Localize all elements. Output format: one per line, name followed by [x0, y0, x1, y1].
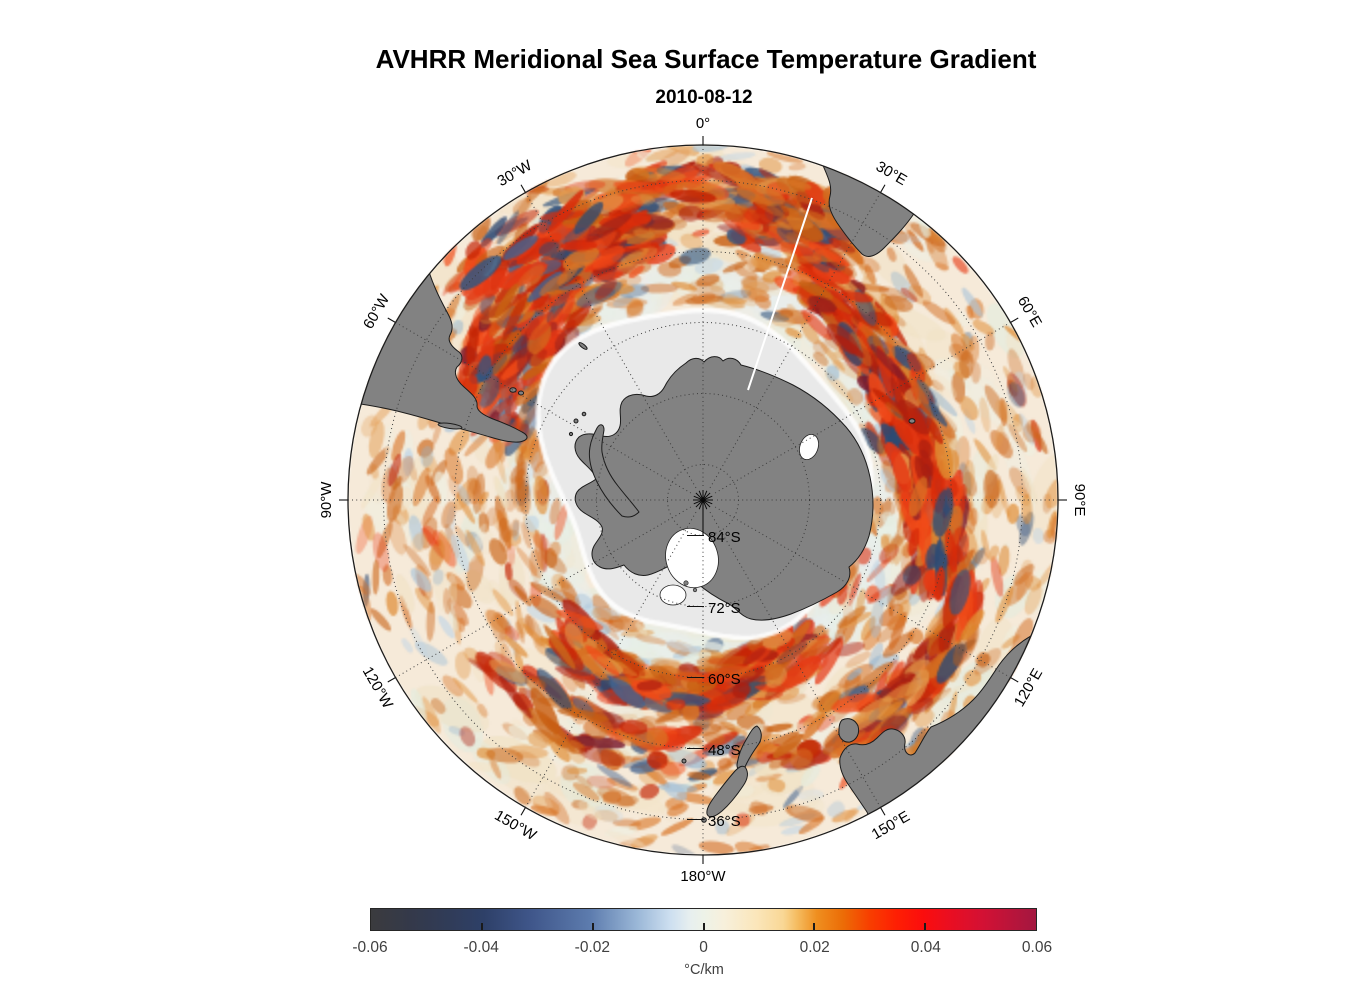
- graticule-line: [395, 506, 692, 678]
- parallel-circle: [383, 180, 1023, 820]
- ross-sea-white-patch: [659, 584, 687, 606]
- latitude-labels: 84°S 72°S 60°S 48°S 36°S: [708, 529, 741, 830]
- ross-sea-islets: [683, 580, 698, 593]
- tierra-del-fuego-islets: [437, 422, 463, 430]
- colorbar-tick: [813, 923, 816, 930]
- subantarctic-islet: [681, 758, 687, 764]
- data-gap-seam: [747, 197, 813, 391]
- meridian-label-150e: 150°E: [869, 808, 913, 843]
- graticule-line: [520, 807, 526, 816]
- meridian-label-120w: 120°W: [359, 664, 397, 712]
- ross-sea-white-patch: [665, 527, 719, 589]
- graticule-line: [1010, 677, 1019, 683]
- kerguelen-island: [908, 418, 916, 424]
- graticule-line: [1010, 317, 1019, 323]
- meridian-label-60e: 60°E: [1014, 293, 1045, 330]
- meridian-label-30e: 30°E: [873, 158, 910, 189]
- ross-islet: [683, 580, 689, 586]
- landmasses: [348, 145, 1058, 846]
- meridian-label-120e: 120°E: [1011, 666, 1046, 710]
- meridian-label-180w: 180°W: [680, 868, 726, 885]
- colorbar-tick: [702, 923, 705, 930]
- new-zealand-south-island: [706, 765, 748, 818]
- map-boundary-circle: [347, 144, 1059, 856]
- latitude-label-60s: 60°S: [708, 671, 741, 688]
- peninsula-islet: [568, 431, 574, 437]
- axis-ticks: [339, 136, 1067, 864]
- graticule-line: [387, 317, 396, 323]
- colorbar-tick-label: 0.02: [799, 939, 830, 956]
- africa-landmass: [819, 145, 951, 257]
- parallel-circle: [525, 322, 881, 678]
- colorbar-unit-label: °C/km: [684, 962, 724, 978]
- peninsula-islet: [581, 411, 587, 417]
- ice-shelf-patches: [659, 434, 819, 606]
- colorbar-tick-label: -0.04: [463, 939, 499, 956]
- colorbar-tick-label: 0.06: [1021, 939, 1053, 956]
- meridian-label-90w: 90°W: [318, 481, 335, 519]
- meridian-label-0: 0°: [696, 115, 710, 132]
- ross-islet: [692, 587, 698, 593]
- latitude-label-84s: 84°S: [708, 529, 741, 546]
- meridian-label-90e: 90°E: [1071, 484, 1088, 517]
- figure-title: AVHRR Meridional Sea Surface Temperature…: [375, 44, 1037, 74]
- colorbar-gradient: [371, 909, 1036, 930]
- colorbar-tick-label: 0: [699, 939, 708, 956]
- latitude-label-36s: 36°S: [708, 813, 741, 830]
- meridian-label-60w: 60°W: [360, 291, 394, 332]
- colorbar-tick-label: 0.04: [910, 939, 941, 956]
- graticule-line: [880, 184, 886, 193]
- australia-landmass: [839, 631, 1058, 846]
- falkland-islands: [509, 387, 517, 393]
- colorbar-tick-labels: -0.06 -0.04 -0.02 0 0.02 0.04 0.06: [352, 939, 1052, 959]
- meridian-label-150w: 150°W: [491, 807, 539, 845]
- graticule-line: [880, 807, 886, 816]
- south-america-landmass: [348, 251, 528, 443]
- colorbar-tick: [480, 923, 483, 930]
- colorbar-tick: [591, 923, 594, 930]
- figure-date-subtitle: 2010-08-12: [655, 87, 753, 108]
- graticule-line: [520, 184, 526, 193]
- south-pole-marker: [693, 490, 713, 510]
- graticule-line: [698, 490, 708, 510]
- antarctic-peninsula-landmass: [588, 424, 640, 518]
- amery-white-patch: [799, 434, 819, 460]
- parallel-circle: [454, 251, 952, 749]
- south-georgia-island: [578, 342, 588, 350]
- colorbar-tick: [924, 923, 927, 930]
- colorbar-tick-label: -0.02: [574, 939, 610, 956]
- tasmania-island: [838, 718, 860, 743]
- graticule-line: [387, 677, 396, 683]
- latitude-label-48s: 48°S: [708, 742, 741, 759]
- colorbar: [370, 908, 1037, 931]
- peninsula-islet: [573, 418, 579, 424]
- meridian-label-30w: 30°W: [495, 157, 536, 191]
- graticule: [348, 145, 1058, 855]
- colorbar-tick-label: -0.06: [352, 939, 388, 956]
- latitude-label-72s: 72°S: [708, 600, 741, 617]
